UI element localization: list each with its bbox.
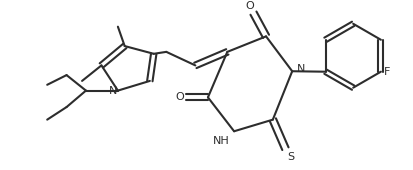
Text: F: F [384,67,390,77]
Text: N: N [297,64,306,74]
Text: NH: NH [213,136,229,146]
Text: S: S [287,152,294,162]
Text: O: O [175,92,184,102]
Text: O: O [245,1,254,11]
Text: N: N [109,86,117,96]
